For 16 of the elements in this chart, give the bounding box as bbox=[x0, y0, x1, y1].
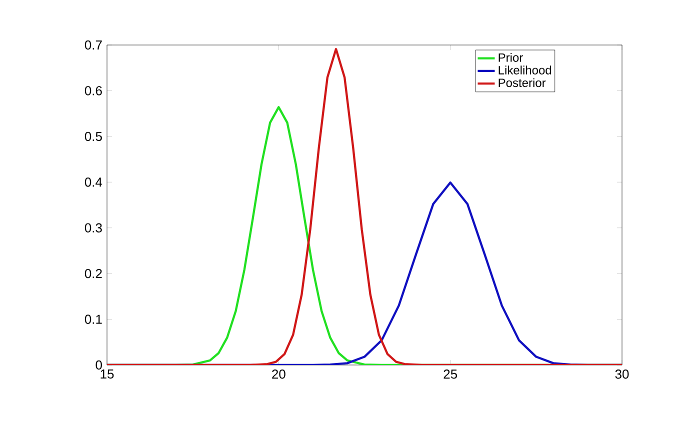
x-tick-label: 25 bbox=[444, 370, 458, 379]
x-tick-label: 15 bbox=[100, 370, 114, 379]
y-tick-label: 0 bbox=[96, 360, 102, 370]
legend-label: Prior bbox=[498, 52, 523, 62]
y-tick-label: 0.3 bbox=[84, 223, 102, 232]
y-tick-label: 0.5 bbox=[84, 132, 102, 142]
y-tick-label: 0.4 bbox=[84, 178, 102, 187]
legend-label: Likelihood bbox=[498, 66, 552, 74]
y-tick-label: 0.7 bbox=[84, 40, 102, 50]
y-tick-label: 0.6 bbox=[84, 86, 102, 96]
x-tick-label: 30 bbox=[615, 370, 629, 379]
y-tick-label: 0.2 bbox=[84, 268, 102, 278]
legend-label: Posterior bbox=[498, 78, 546, 88]
line-series bbox=[107, 48, 622, 365]
x-tick-label: 20 bbox=[272, 370, 286, 379]
y-tick-label: 0.1 bbox=[84, 314, 102, 324]
